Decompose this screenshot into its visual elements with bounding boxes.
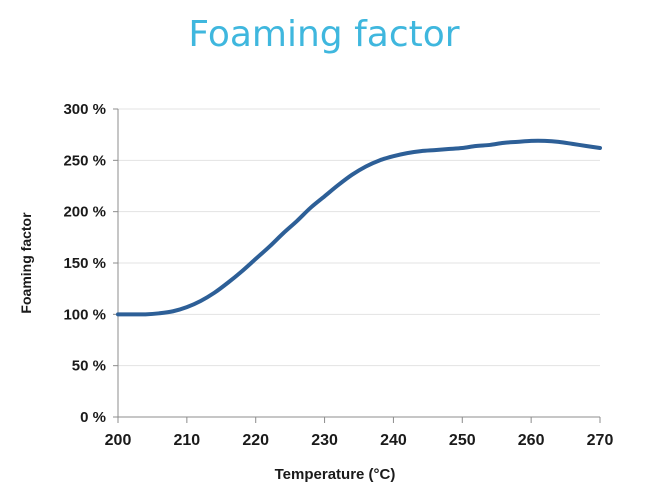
y-tick-label: 250 %: [63, 152, 106, 169]
y-tick-label: 0 %: [80, 409, 106, 426]
x-tick-label: 210: [174, 432, 201, 449]
grid-layer: [118, 108, 600, 418]
y-tick-label: 50 %: [72, 358, 106, 375]
series-line: [116, 138, 602, 317]
axes-layer: [113, 108, 601, 423]
x-axis-label: Temperature (°C): [275, 466, 396, 483]
x-tick-label: 230: [311, 432, 338, 449]
x-tick-label: 250: [449, 432, 476, 449]
y-axis-label: Foaming factor: [18, 212, 34, 314]
x-tick-label: 220: [242, 432, 269, 449]
y-tick-label: 300 %: [63, 101, 106, 118]
chart-title: Foaming factor: [188, 14, 460, 55]
series-layer: [116, 138, 602, 317]
x-tick-label: 200: [105, 432, 132, 449]
y-tick-label: 100 %: [63, 306, 106, 323]
y-tick-label: 200 %: [63, 204, 106, 221]
x-tick-label: 240: [380, 432, 407, 449]
x-tick-label: 260: [518, 432, 545, 449]
ticks-layer: 0 % 50 % 100 % 150 % 200 % 250 % 300 % 200 210 22…: [63, 101, 613, 449]
x-tick-label: 270: [587, 432, 614, 449]
y-tick-label: 150 %: [63, 255, 106, 272]
